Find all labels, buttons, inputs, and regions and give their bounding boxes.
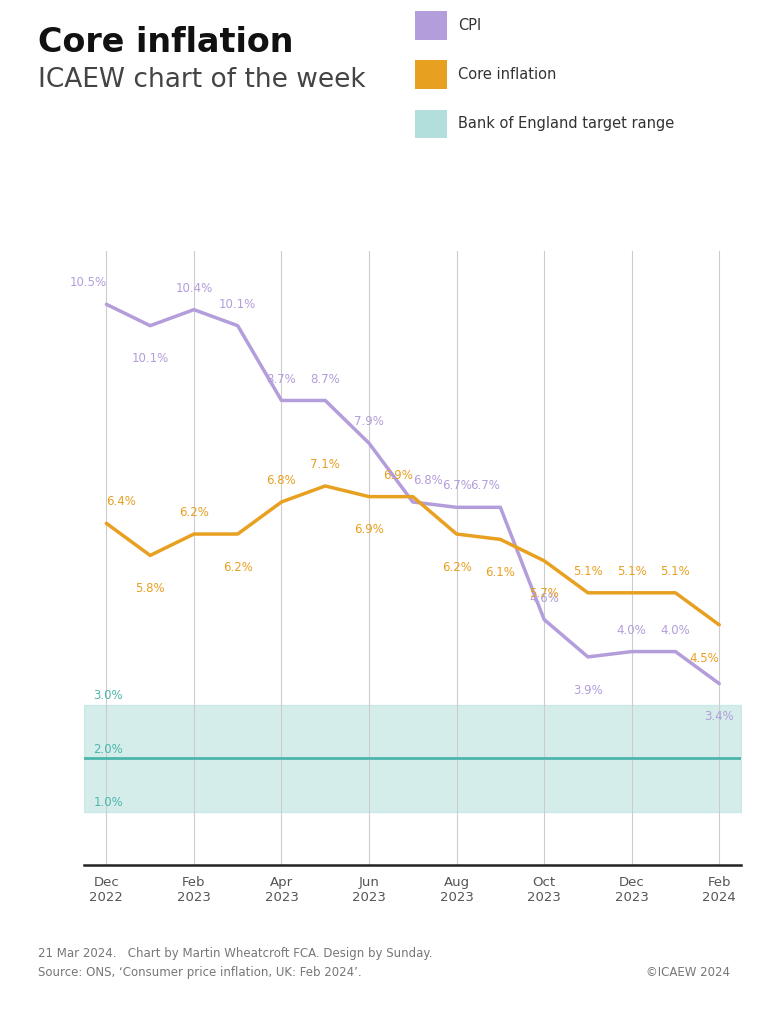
- Text: 5.1%: 5.1%: [660, 565, 690, 578]
- Text: 6.4%: 6.4%: [106, 496, 136, 508]
- Text: 10.1%: 10.1%: [131, 352, 169, 366]
- Text: 4.0%: 4.0%: [617, 624, 647, 637]
- Text: 6.8%: 6.8%: [266, 474, 296, 487]
- Text: 4.5%: 4.5%: [690, 651, 719, 665]
- Text: 5.1%: 5.1%: [573, 565, 603, 578]
- Text: 21 Mar 2024.   Chart by Martin Wheatcroft FCA. Design by Sunday.: 21 Mar 2024. Chart by Martin Wheatcroft …: [38, 947, 433, 961]
- Text: 5.1%: 5.1%: [617, 565, 647, 578]
- Text: 6.2%: 6.2%: [179, 506, 209, 519]
- Text: Core inflation: Core inflation: [458, 68, 557, 82]
- Text: 5.7%: 5.7%: [529, 588, 559, 600]
- Text: 3.9%: 3.9%: [573, 684, 603, 696]
- Text: 1.0%: 1.0%: [93, 797, 123, 809]
- Text: 8.7%: 8.7%: [310, 373, 340, 385]
- Text: 6.8%: 6.8%: [412, 474, 442, 487]
- Text: 5.8%: 5.8%: [135, 582, 165, 595]
- Text: 10.1%: 10.1%: [219, 298, 257, 310]
- Text: 4.0%: 4.0%: [660, 624, 690, 637]
- Text: ©ICAEW 2024: ©ICAEW 2024: [646, 966, 730, 979]
- Text: 2.0%: 2.0%: [93, 742, 123, 756]
- Text: Bank of England target range: Bank of England target range: [458, 117, 675, 131]
- Text: 6.2%: 6.2%: [442, 561, 472, 573]
- Text: CPI: CPI: [458, 18, 482, 33]
- Text: 4.6%: 4.6%: [529, 592, 559, 604]
- Text: 3.0%: 3.0%: [93, 689, 123, 702]
- Text: 8.7%: 8.7%: [266, 373, 296, 385]
- Text: 7.1%: 7.1%: [310, 458, 340, 471]
- Text: Source: ONS, ‘Consumer price inflation, UK: Feb 2024’.: Source: ONS, ‘Consumer price inflation, …: [38, 966, 362, 979]
- Text: 6.7%: 6.7%: [471, 479, 501, 493]
- Text: 6.1%: 6.1%: [485, 566, 515, 580]
- Text: 10.4%: 10.4%: [175, 282, 213, 295]
- Text: 10.5%: 10.5%: [69, 276, 106, 290]
- Text: 7.9%: 7.9%: [354, 416, 384, 428]
- Text: 6.9%: 6.9%: [354, 523, 384, 537]
- Text: 6.9%: 6.9%: [383, 469, 412, 481]
- Text: 6.7%: 6.7%: [442, 479, 472, 493]
- Text: ICAEW chart of the week: ICAEW chart of the week: [38, 67, 366, 92]
- Text: Core inflation: Core inflation: [38, 26, 294, 58]
- Text: 6.2%: 6.2%: [223, 561, 253, 573]
- Text: 3.4%: 3.4%: [704, 711, 734, 723]
